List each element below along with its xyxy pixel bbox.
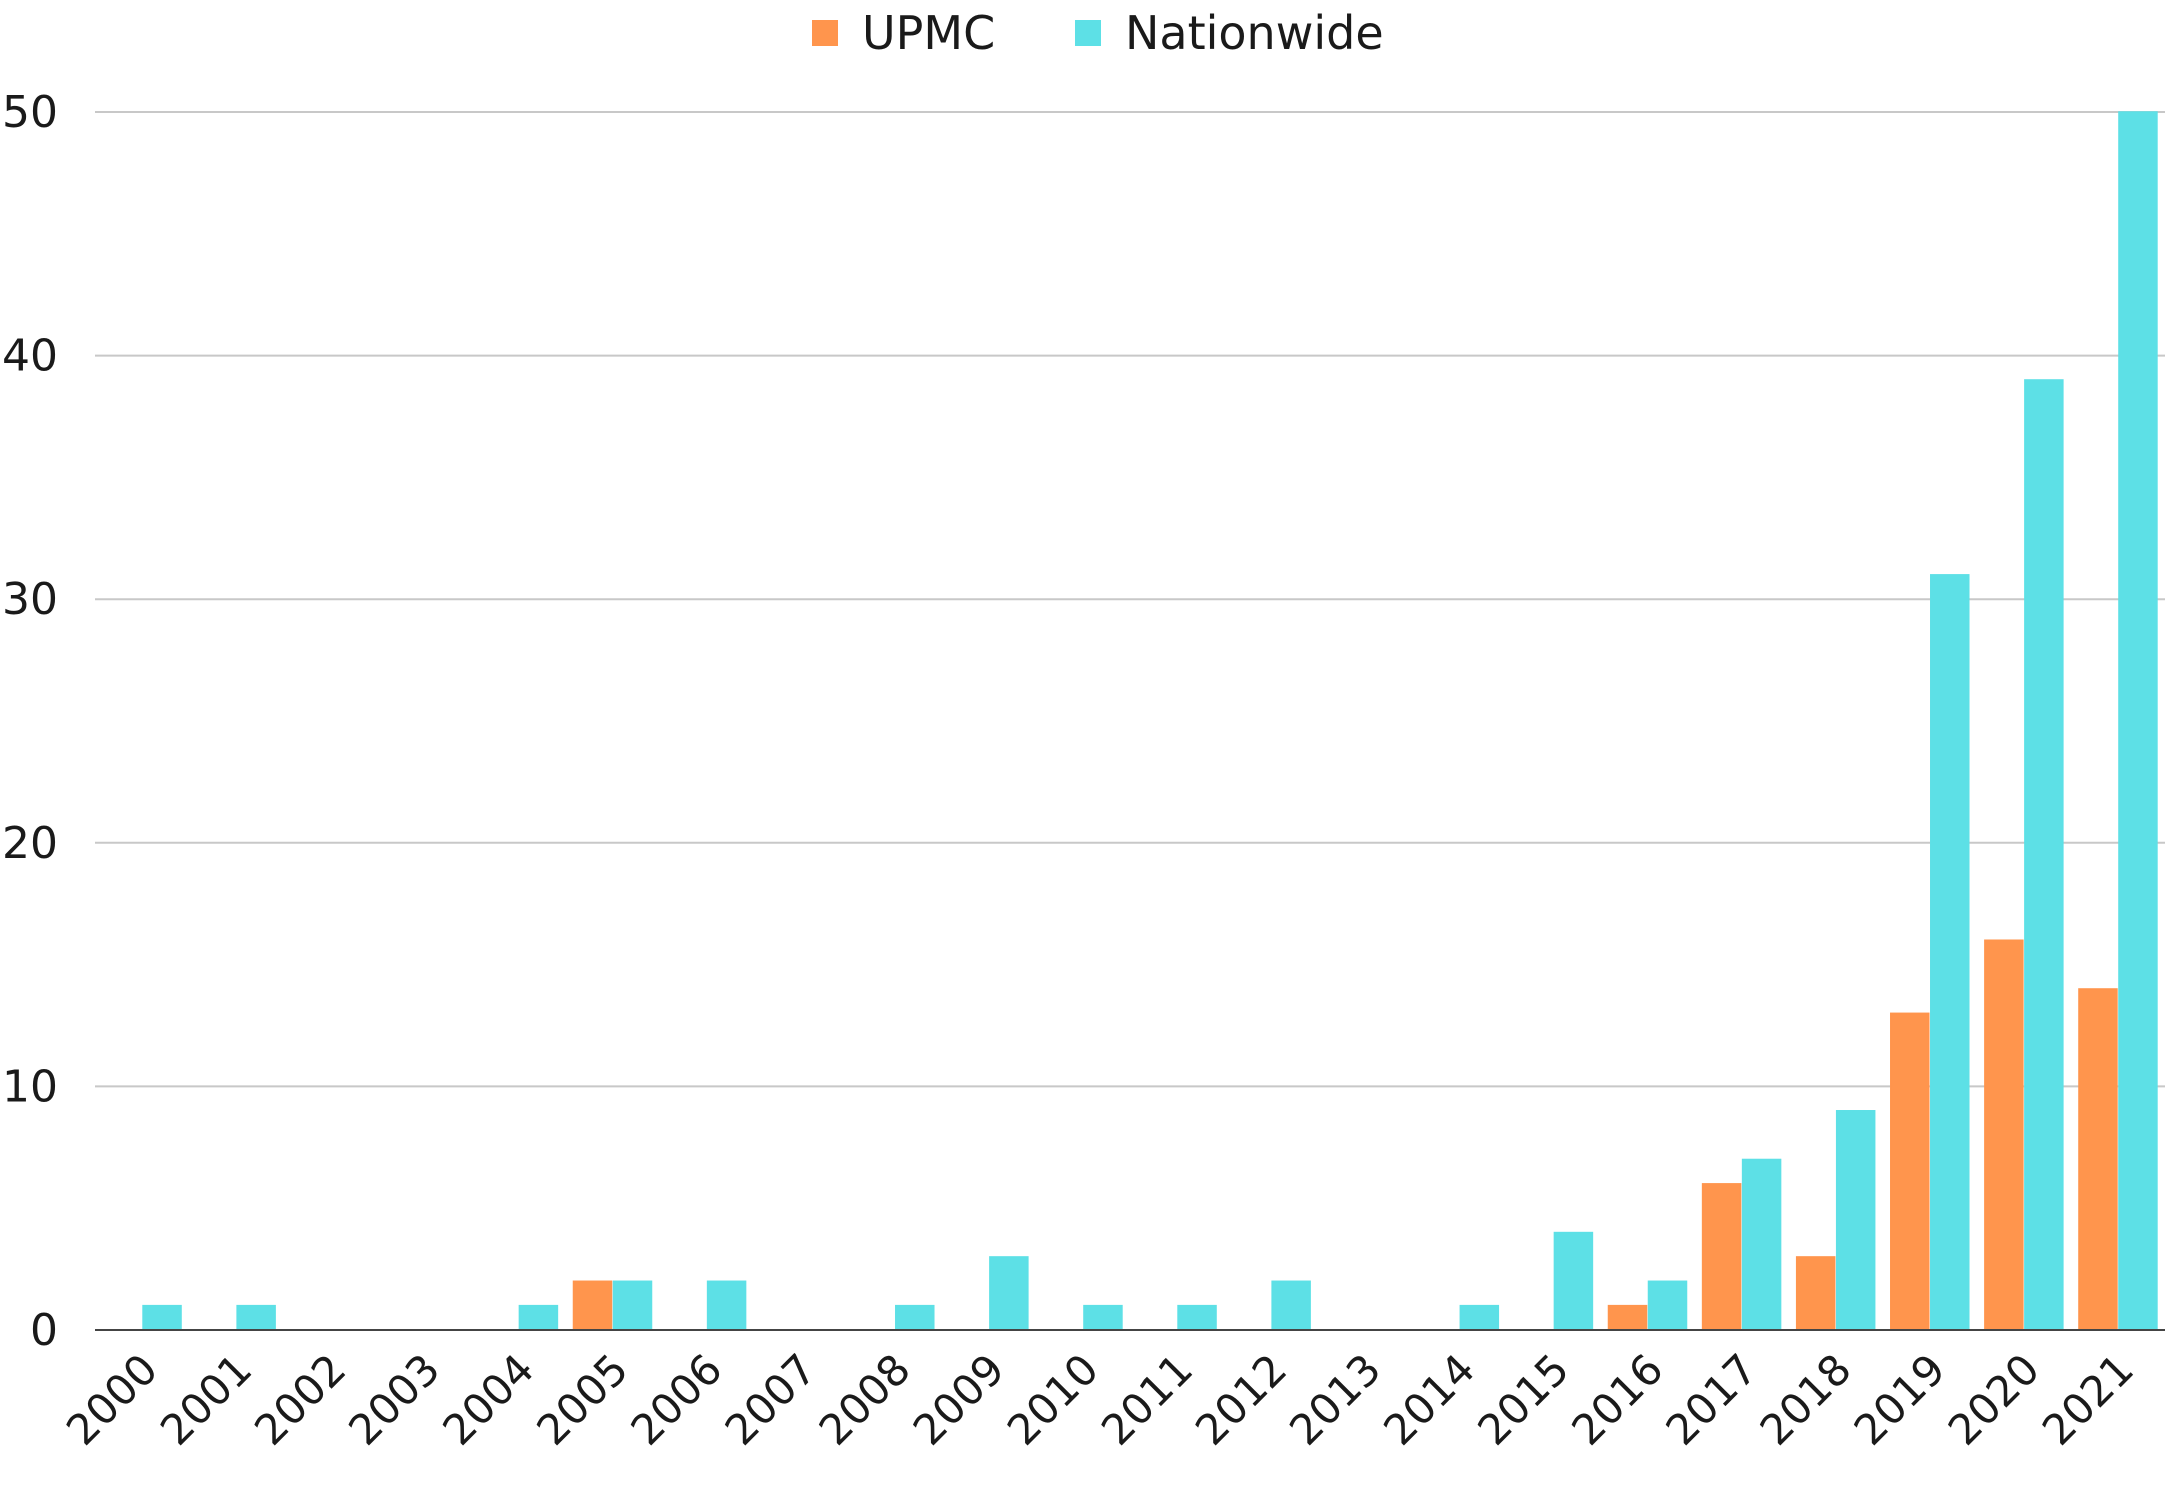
bar-nationwide-2005 xyxy=(612,1280,653,1331)
legend-swatch-upmc xyxy=(812,20,838,46)
x-tick-labels: 2000200120022003200420052006200720082009… xyxy=(57,1344,2143,1454)
bar-nationwide-2021 xyxy=(2118,111,2158,1331)
x-tick-label-2016: 2016 xyxy=(1562,1344,1672,1454)
bar-nationwide-2000 xyxy=(142,1304,182,1331)
x-tick-label-2009: 2009 xyxy=(904,1344,1014,1454)
x-tick-label-2014: 2014 xyxy=(1374,1344,1484,1454)
bar-nationwide-2010 xyxy=(1083,1304,1123,1331)
bar-nationwide-2009 xyxy=(989,1256,1029,1331)
y-tick-label-10: 10 xyxy=(2,1061,58,1112)
x-tick-label-2007: 2007 xyxy=(716,1344,826,1454)
x-tick-label-2020: 2020 xyxy=(1939,1344,2049,1454)
bar-nationwide-2019 xyxy=(1930,574,1970,1331)
legend-swatch-nationwide xyxy=(1075,20,1101,46)
bar-upmc-2018 xyxy=(1795,1256,1836,1331)
x-tick-label-2013: 2013 xyxy=(1280,1344,1390,1454)
y-tick-label-50: 50 xyxy=(2,87,58,138)
x-tick-label-2018: 2018 xyxy=(1751,1344,1861,1454)
x-tick-label-2008: 2008 xyxy=(810,1344,920,1454)
y-tick-label-30: 30 xyxy=(2,574,58,625)
bar-nationwide-2018 xyxy=(1835,1110,1876,1331)
bar-nationwide-2015 xyxy=(1553,1231,1594,1331)
legend: UPMC Nationwide xyxy=(812,6,1384,60)
bar-nationwide-2012 xyxy=(1271,1280,1311,1331)
legend-label-nationwide: Nationwide xyxy=(1125,6,1384,60)
gridlines xyxy=(95,111,2165,1088)
bar-nationwide-2011 xyxy=(1177,1304,1217,1331)
bars xyxy=(142,111,2158,1331)
x-tick-label-2021: 2021 xyxy=(2033,1344,2143,1454)
bar-upmc-2017 xyxy=(1701,1183,1742,1331)
bar-nationwide-2016 xyxy=(1647,1280,1688,1331)
x-tick-label-2003: 2003 xyxy=(339,1344,449,1454)
bar-upmc-2021 xyxy=(2078,988,2118,1331)
x-tick-label-2006: 2006 xyxy=(621,1344,731,1454)
x-tick-label-2002: 2002 xyxy=(245,1344,355,1454)
x-tick-label-2019: 2019 xyxy=(1845,1344,1955,1454)
y-tick-label-40: 40 xyxy=(2,331,58,382)
y-tick-label-20: 20 xyxy=(2,818,58,869)
x-tick-label-2012: 2012 xyxy=(1186,1344,1296,1454)
x-tick-label-2015: 2015 xyxy=(1468,1344,1578,1454)
bar-nationwide-2004 xyxy=(518,1304,559,1331)
x-tick-label-2001: 2001 xyxy=(151,1344,261,1454)
bar-nationwide-2017 xyxy=(1741,1158,1782,1331)
x-tick-label-2000: 2000 xyxy=(57,1344,167,1454)
bar-nationwide-2001 xyxy=(236,1304,276,1331)
legend-label-upmc: UPMC xyxy=(862,6,995,60)
x-tick-label-2017: 2017 xyxy=(1656,1344,1766,1454)
bar-nationwide-2008 xyxy=(895,1304,935,1331)
y-tick-labels: 0 10 20 30 40 50 xyxy=(2,87,58,1356)
bar-nationwide-2006 xyxy=(706,1280,747,1331)
bar-upmc-2019 xyxy=(1890,1012,1930,1331)
bar-nationwide-2014 xyxy=(1459,1304,1500,1331)
y-tick-label-0: 0 xyxy=(30,1305,58,1356)
bar-nationwide-2020 xyxy=(2024,379,2064,1331)
bar-upmc-2020 xyxy=(1984,939,2024,1331)
x-tick-label-2010: 2010 xyxy=(998,1344,1108,1454)
bar-upmc-2016 xyxy=(1607,1304,1648,1331)
bar-upmc-2005 xyxy=(572,1280,613,1331)
x-tick-label-2011: 2011 xyxy=(1092,1344,1202,1454)
x-tick-label-2004: 2004 xyxy=(433,1344,543,1454)
x-tick-label-2005: 2005 xyxy=(527,1344,637,1454)
